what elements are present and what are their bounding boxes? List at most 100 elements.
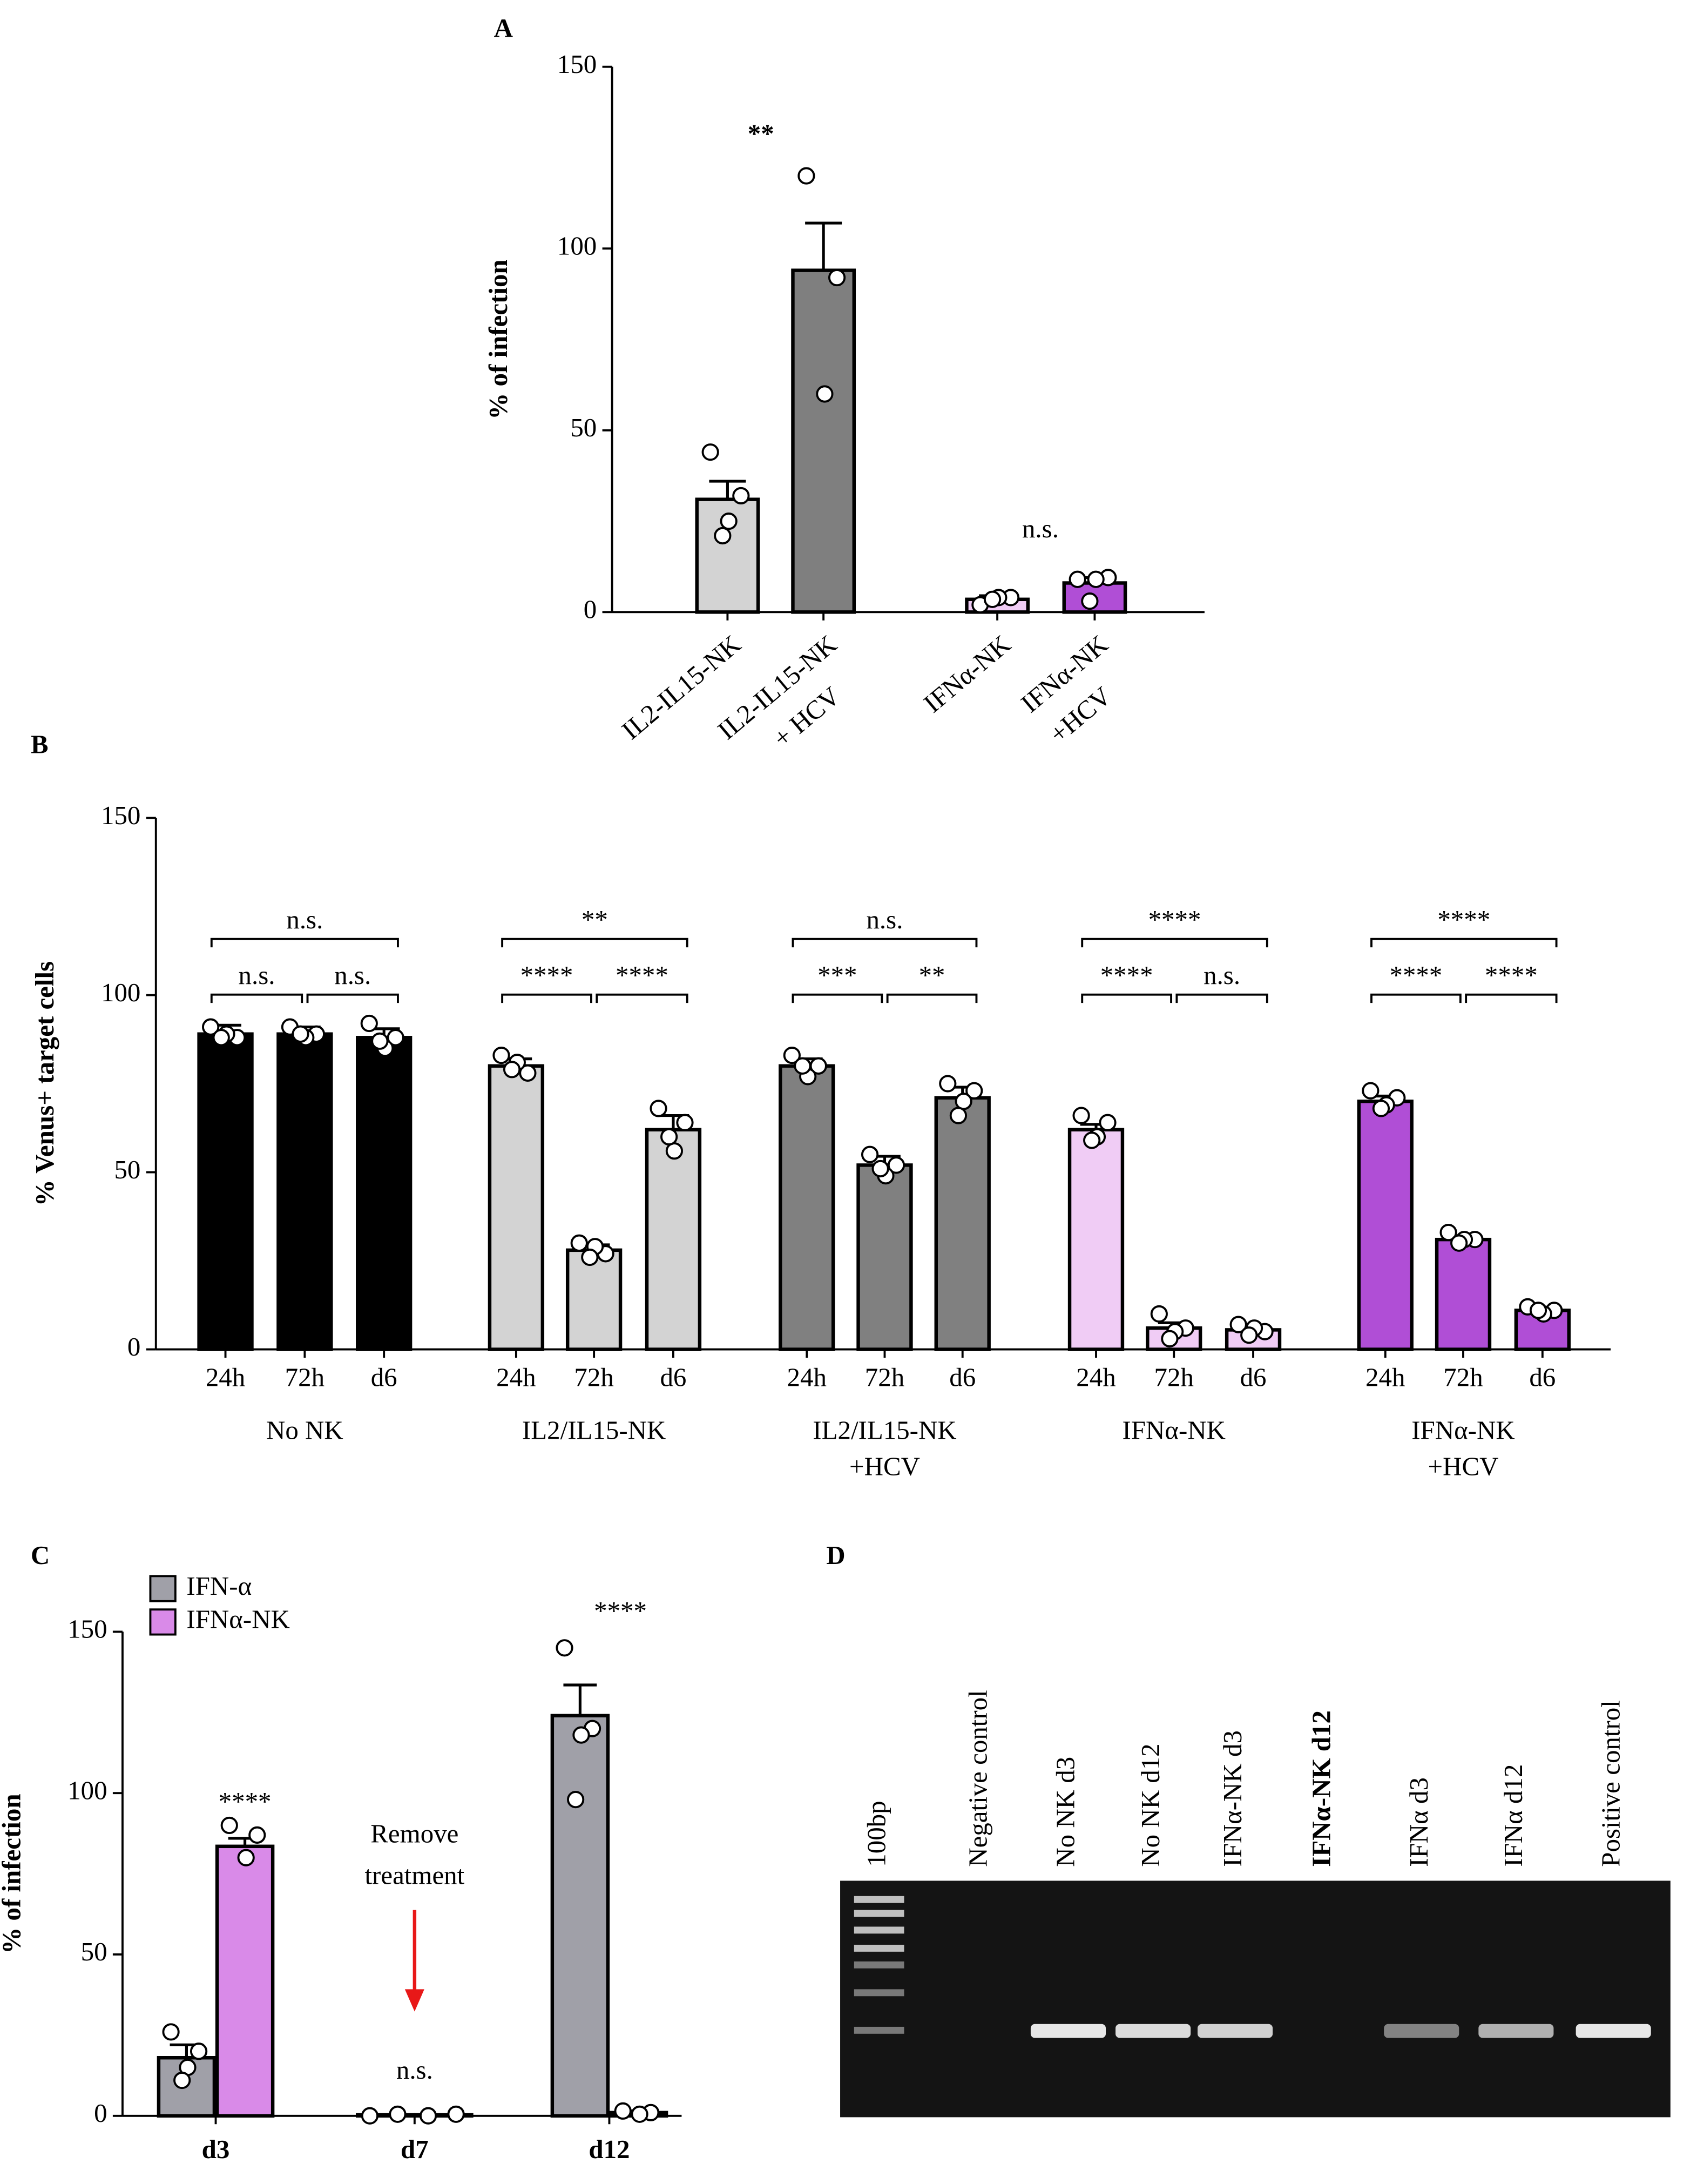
data-point (650, 1100, 667, 1117)
data-point (701, 443, 719, 461)
x-tick-label: 72h (865, 1362, 904, 1392)
ladder-band (854, 1989, 904, 1997)
y-tick-label: 100 (101, 978, 140, 1007)
y-tick-label: 0 (127, 1332, 140, 1361)
bar (1435, 1237, 1492, 1351)
significance-label: **** (616, 960, 668, 990)
data-point (660, 1128, 678, 1146)
lane-label: No NK d12 (1135, 1743, 1165, 1866)
significance-label: **** (1148, 905, 1201, 934)
data-point (965, 1082, 983, 1100)
data-point (1529, 1302, 1547, 1319)
bar (1067, 1128, 1125, 1351)
data-point (519, 1064, 537, 1082)
data-point (732, 487, 750, 505)
significance-label: **** (1389, 960, 1442, 990)
bar (791, 268, 856, 614)
data-point (794, 1057, 812, 1075)
bar (565, 1248, 623, 1351)
significance-bracket (792, 993, 883, 1003)
data-point (676, 1114, 694, 1131)
group-label: No NK (266, 1415, 343, 1445)
sample-band (1576, 2024, 1651, 2038)
data-point (556, 1639, 573, 1657)
data-point (783, 1046, 801, 1064)
data-point (419, 2107, 437, 2125)
data-point (1069, 570, 1086, 588)
legend-label: IFN-α (186, 1571, 252, 1601)
data-point (292, 1025, 309, 1043)
x-tick-label: 72h (285, 1362, 324, 1392)
data-point (983, 590, 1002, 608)
x-tick-label: 24h (206, 1362, 245, 1392)
ladder-band (854, 2026, 904, 2034)
group-label: IFNα-NK (1122, 1415, 1225, 1445)
significance-label: **** (1485, 960, 1538, 990)
y-tick-label: 50 (114, 1155, 140, 1184)
data-point (871, 1160, 889, 1178)
x-tick-label: IFNα-NK (918, 629, 1016, 718)
bar (356, 2113, 415, 2118)
lane-label: Positive control (1595, 1700, 1625, 1867)
data-point (861, 1145, 879, 1163)
significance-bracket (1081, 938, 1268, 948)
x-tick-label: 72h (1443, 1362, 1483, 1392)
significance-label: n.s. (286, 905, 323, 934)
lane-label: IFNα d12 (1498, 1764, 1528, 1867)
lane-label: 100bp (861, 1801, 891, 1866)
significance-bracket (1370, 938, 1558, 948)
bar (215, 1844, 275, 2118)
significance-label: n.s. (1022, 514, 1059, 543)
data-point (1372, 1100, 1390, 1117)
data-point (797, 167, 815, 185)
panel-letter: C (31, 1540, 50, 1570)
data-point (631, 2105, 648, 2123)
annotation: treatment (364, 1861, 464, 1890)
group-label: +HCV (1428, 1451, 1499, 1481)
data-point (1229, 1316, 1247, 1333)
x-tick-label: d6 (660, 1362, 686, 1392)
y-tick-label: 100 (557, 231, 597, 260)
data-point (162, 2023, 180, 2041)
x-tick-label: d6 (1529, 1362, 1556, 1392)
x-tick-label: 24h (1365, 1362, 1405, 1392)
data-point (389, 2105, 407, 2123)
group-label: IL2/IL15-NK (813, 1415, 956, 1445)
significance-label: **** (219, 1787, 272, 1816)
x-tick-label: d6 (371, 1362, 397, 1392)
sample-band (1198, 2024, 1273, 2038)
data-point (1240, 1326, 1258, 1344)
legend-swatch (149, 1608, 177, 1636)
data-point (1150, 1305, 1168, 1323)
y-tick-label: 0 (584, 595, 597, 624)
legend-label: IFNα-NK (186, 1605, 289, 1634)
significance-bracket (1370, 993, 1462, 1003)
significance-bracket (596, 993, 688, 1003)
bar (779, 1064, 835, 1351)
bar (934, 1096, 991, 1351)
data-point (360, 1014, 378, 1033)
legend-swatch (149, 1575, 177, 1602)
y-tick-label: 150 (557, 49, 597, 79)
data-point (202, 1018, 220, 1036)
x-tick-label-group: IFNα-NK (918, 629, 1016, 718)
data-point (361, 2107, 379, 2125)
significance-label: ** (748, 119, 774, 149)
data-point (447, 2105, 465, 2123)
significance-label: ** (919, 960, 945, 990)
data-point (387, 1029, 404, 1047)
ladder-band (854, 1896, 904, 1903)
data-point (248, 1826, 266, 1844)
data-point (1072, 1107, 1090, 1124)
ladder-band (854, 1926, 904, 1934)
lane-label: IFNα d3 (1404, 1777, 1434, 1867)
data-point (665, 1142, 684, 1160)
data-point (220, 1816, 238, 1835)
data-point (1161, 1330, 1179, 1347)
y-axis-label: % of infection (483, 259, 513, 419)
y-axis-label: % of infection (0, 1794, 26, 1953)
significance-label: **** (1100, 960, 1153, 990)
significance-label: n.s. (866, 905, 903, 934)
y-axis-label: % Venus+ target cells (30, 961, 59, 1206)
significance-bracket (501, 993, 592, 1003)
